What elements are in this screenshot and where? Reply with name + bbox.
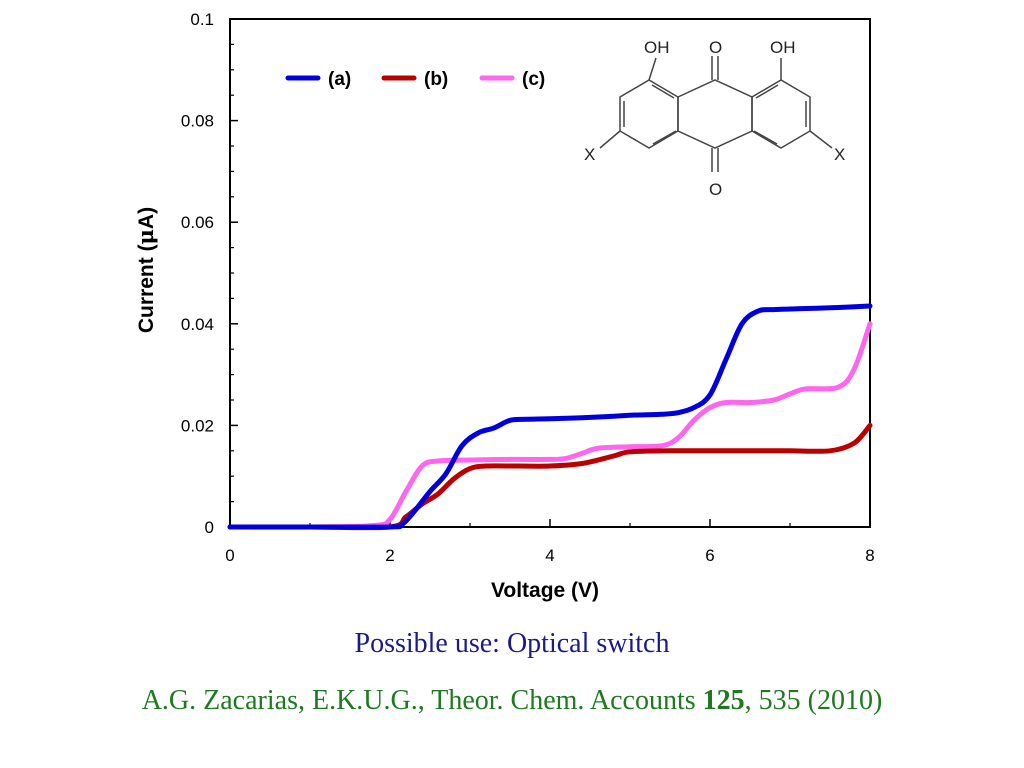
citation-volume: 125 [702,685,745,716]
caption: Possible use: Optical switch [354,628,670,659]
x-tick-label: 0 [225,546,234,565]
citation-rest: , 535 (2010) [744,685,883,716]
x-tick-label: 2 [385,546,394,565]
legend-item-b: (b) [381,69,448,90]
citation: A.G. Zacarias, E.K.U.G., Theor. Chem. Ac… [0,685,1024,717]
o-top-label: O [709,38,722,57]
center-ring [677,79,753,149]
o-bottom-label: O [709,180,722,199]
oh-right-label: OH [770,38,796,57]
x-tick-label: 4 [545,546,554,565]
legend-label-a: (a) [328,69,351,90]
y-axis-title: Current (μA) [133,207,158,333]
y-tick-label: 0.08 [181,112,214,131]
x-left-label: X [584,145,595,164]
tick-labels: 0 2 4 6 8 0 0.02 0.04 0.06 0.08 0.1 [181,10,875,565]
y-tick-label: 0.02 [181,416,214,435]
series-lines [227,303,873,531]
x-tick-label: 6 [705,546,714,565]
x-axis-title: Voltage (V) [491,579,599,602]
y-tick-label: 0.1 [190,10,214,29]
x-right-label: X [834,145,845,164]
series-line-c [227,321,873,530]
legend-label-b: (b) [424,69,448,90]
legend-item-c: (c) [479,69,545,90]
oh-left-label: OH [644,38,670,57]
y-tick-label: 0.04 [181,315,214,334]
chart: 0 2 4 6 8 0 0.02 0.04 0.06 0.08 0.1 Voltage (V) Cu… [133,10,875,602]
series-line-b [227,422,873,531]
y-tick-label: 0.06 [181,213,214,232]
anthraquinone-structure: OH O OH X X O [584,38,845,199]
x-tick-label: 8 [865,546,874,565]
legend: (a) (b) (c) [285,69,545,90]
left-ring [619,79,679,149]
series-line-a [227,303,873,530]
citation-authors: A.G. Zacarias, E.K.U.G., Theor. Chem. Ac… [141,685,703,716]
right-ring [751,79,811,149]
legend-item-a: (a) [285,69,351,90]
y-tick-label: 0 [205,518,214,537]
legend-label-c: (c) [522,69,545,90]
